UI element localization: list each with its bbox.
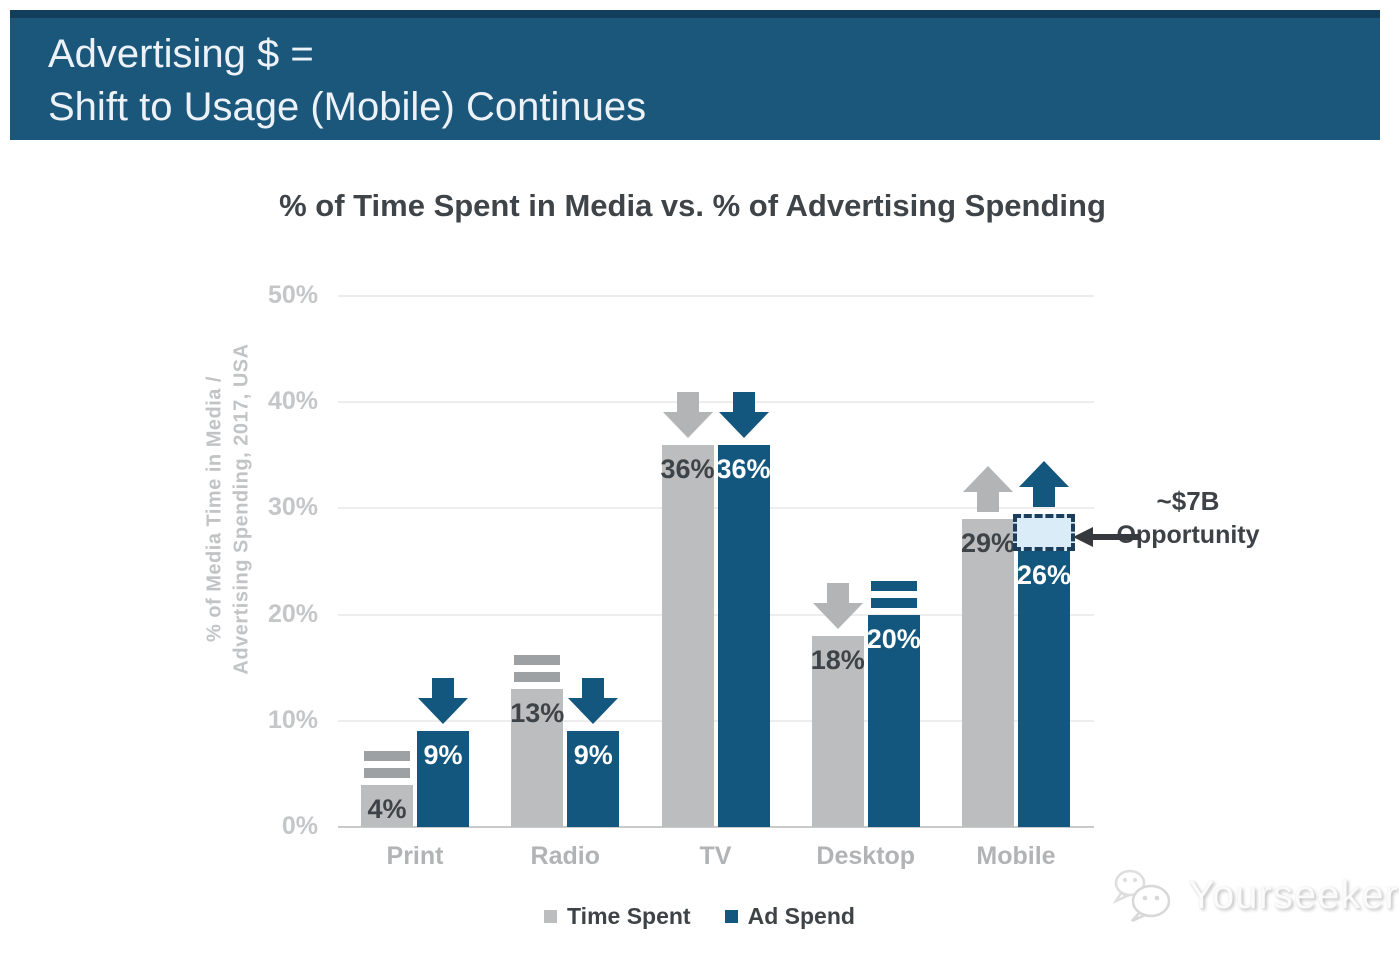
time-spent-swatch-icon: [544, 910, 558, 923]
down-trend-marker-desktop-time-spent: [812, 582, 863, 629]
chart-legend: Time Spent Ad Spend: [0, 903, 1399, 930]
y-tick-label-30%: 30%: [267, 493, 318, 522]
equal-icon: [514, 654, 561, 682]
bar-value-label-radio-time-spent: 13%: [510, 697, 565, 728]
opportunity-value: ~$7B: [1156, 486, 1220, 516]
gridline-10%: [338, 719, 1094, 722]
x-axis-label-radio: Radio: [530, 842, 600, 870]
bar-value-label-print-time-spent: 4%: [367, 793, 407, 824]
bar-value-label-radio-ad-spend: 9%: [573, 740, 613, 771]
chart-title: % of Time Spent in Media vs. % of Advert…: [279, 188, 1106, 223]
x-axis-label-mobile: Mobile: [976, 842, 1056, 870]
slide-title-banner: Advertising $ = Shift to Usage (Mobile) …: [10, 10, 1380, 140]
legend-label-ad-spend: Ad Spend: [747, 903, 855, 929]
bar-desktop-time-spent: [811, 635, 864, 827]
watermark: Yourseeker: [1108, 866, 1399, 924]
y-tick-label-10%: 10%: [267, 705, 318, 734]
bar-mobile-time-spent: [962, 519, 1014, 827]
bar-value-label-tv-ad-spend: 36%: [716, 453, 771, 484]
bar-desktop-ad-spend: [867, 614, 920, 827]
opportunity-annotation: ~$7B Opportunity: [1106, 486, 1270, 550]
bar-value-label-print-ad-spend: 9%: [423, 740, 463, 771]
gridline-50%: [338, 295, 1094, 297]
gridline-40%: [338, 401, 1094, 404]
ad-spend-swatch-icon: [724, 910, 738, 923]
down-trend-marker-tv-time-spent: [662, 391, 713, 438]
bar-radio-time-spent: [511, 688, 564, 827]
up-trend-marker-mobile-ad-spend: [1019, 461, 1069, 508]
equal-trend-marker-print-time-spent: [364, 750, 410, 778]
wechat-icon: [1112, 869, 1171, 923]
y-tick-label-50%: 50%: [267, 281, 318, 309]
y-tick-label-20%: 20%: [267, 599, 318, 628]
gridline-20%: [338, 613, 1094, 616]
x-axis-label-print: Print: [386, 842, 444, 870]
bar-value-label-tv-time-spent: 36%: [660, 453, 715, 484]
legend-item-ad-spend: Ad Spend: [724, 903, 855, 930]
equal-icon: [364, 750, 410, 778]
slide-title-line2: Shift to Usage (Mobile) Continues: [48, 85, 647, 129]
up-arrow-icon: [963, 466, 1013, 513]
bar-print-time-spent: [361, 784, 413, 827]
down-arrow-icon: [568, 678, 619, 725]
bar-value-label-desktop-ad-spend: 20%: [866, 623, 921, 654]
down-trend-marker-print-ad-spend: [418, 678, 468, 725]
equal-icon: [870, 580, 917, 608]
down-trend-marker-radio-ad-spend: [568, 678, 619, 725]
slide-title-line1: Advertising $ =: [48, 32, 314, 76]
gridline-0%: [338, 826, 1094, 828]
equal-trend-marker-desktop-ad-spend: [870, 580, 917, 608]
gridline-30%: [338, 507, 1094, 510]
watermark-text: Yourseeker: [1188, 872, 1399, 917]
opportunity-box: [1013, 514, 1075, 551]
bar-value-label-mobile-time-spent: 29%: [960, 528, 1016, 559]
up-trend-marker-mobile-time-spent: [963, 466, 1013, 513]
y-tick-label-40%: 40%: [267, 387, 318, 416]
down-arrow-icon: [812, 582, 863, 629]
equal-trend-marker-radio-time-spent: [514, 654, 561, 682]
bar-radio-ad-spend: [567, 731, 620, 827]
down-trend-marker-tv-ad-spend: [718, 391, 769, 438]
down-arrow-icon: [418, 678, 468, 725]
x-axis-label-desktop: Desktop: [816, 842, 916, 870]
down-arrow-icon: [718, 391, 769, 438]
annotation-arrow-icon: [1073, 527, 1141, 547]
legend-item-time-spent: Time Spent: [544, 903, 691, 930]
up-arrow-icon: [1019, 461, 1069, 508]
bar-mobile-ad-spend: [1018, 550, 1070, 827]
bar-tv-ad-spend: [717, 444, 770, 827]
bar-tv-time-spent: [661, 444, 714, 827]
x-axis-label-tv: TV: [699, 842, 732, 870]
down-arrow-icon: [662, 391, 713, 438]
bar-value-label-mobile-ad-spend: 26%: [1016, 559, 1072, 590]
y-tick-label-0%: 0%: [281, 812, 318, 840]
legend-label-time-spent: Time Spent: [567, 903, 691, 929]
bar-value-label-desktop-time-spent: 18%: [810, 644, 865, 675]
bar-print-ad-spend: [417, 731, 469, 827]
